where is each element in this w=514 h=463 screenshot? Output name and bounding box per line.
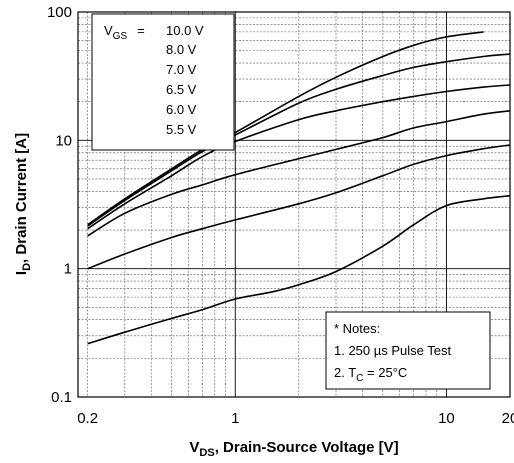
- legend-header: VGS =: [104, 23, 145, 42]
- notes-line-1: 1. 250 µs Pulse Test: [334, 343, 451, 358]
- x-axis-title: VDS, Drain-Source Voltage [V]: [189, 439, 398, 459]
- x-tick-label: 20: [502, 410, 514, 427]
- legend-entry-5: 6.0 V: [166, 102, 197, 117]
- notes-box: [325, 311, 491, 390]
- legend-entry-4: 6.5 V: [166, 82, 197, 97]
- legend-entry-3: 7.0 V: [166, 62, 197, 77]
- notes-line-2: 2. TC = 25°C: [334, 365, 407, 384]
- series-line-4: [87, 110, 511, 237]
- tick-labels: 0.2 1 10 20 0.1 1 10 100: [47, 4, 514, 427]
- y-tick-label: 0.1: [51, 389, 72, 406]
- legend-entry-2: 8.0 V: [166, 42, 197, 57]
- plot-frame: [77, 11, 511, 398]
- x-tick-label: 1: [231, 410, 239, 427]
- notes: * Notes: 1. 250 µs Pulse Test 2. TC = 25…: [325, 311, 491, 390]
- y-tick-label: 1: [64, 261, 72, 278]
- x-tick-label: 0.2: [77, 410, 98, 427]
- legend: VGS = 10.0 V 8.0 V 7.0 V 6.5 V 6.0 V 5.5 …: [91, 13, 235, 151]
- legend-entry-6: 5.5 V: [166, 122, 197, 137]
- y-tick-label: 100: [47, 4, 72, 21]
- series-line-2: [87, 53, 511, 227]
- notes-title: * Notes:: [334, 321, 380, 336]
- legend-entry-1: 10.0 V: [166, 23, 204, 38]
- x-tick-label: 10: [438, 410, 455, 427]
- y-tick-label: 10: [55, 132, 72, 149]
- y-axis-title: ID, Drain Current [A]: [13, 133, 33, 275]
- series-line-3: [87, 84, 511, 230]
- series-line-1: [87, 31, 484, 226]
- series-line-5: [87, 144, 511, 270]
- series-line-6: [87, 194, 511, 345]
- legend-box: [91, 13, 235, 151]
- curves: [87, 31, 511, 345]
